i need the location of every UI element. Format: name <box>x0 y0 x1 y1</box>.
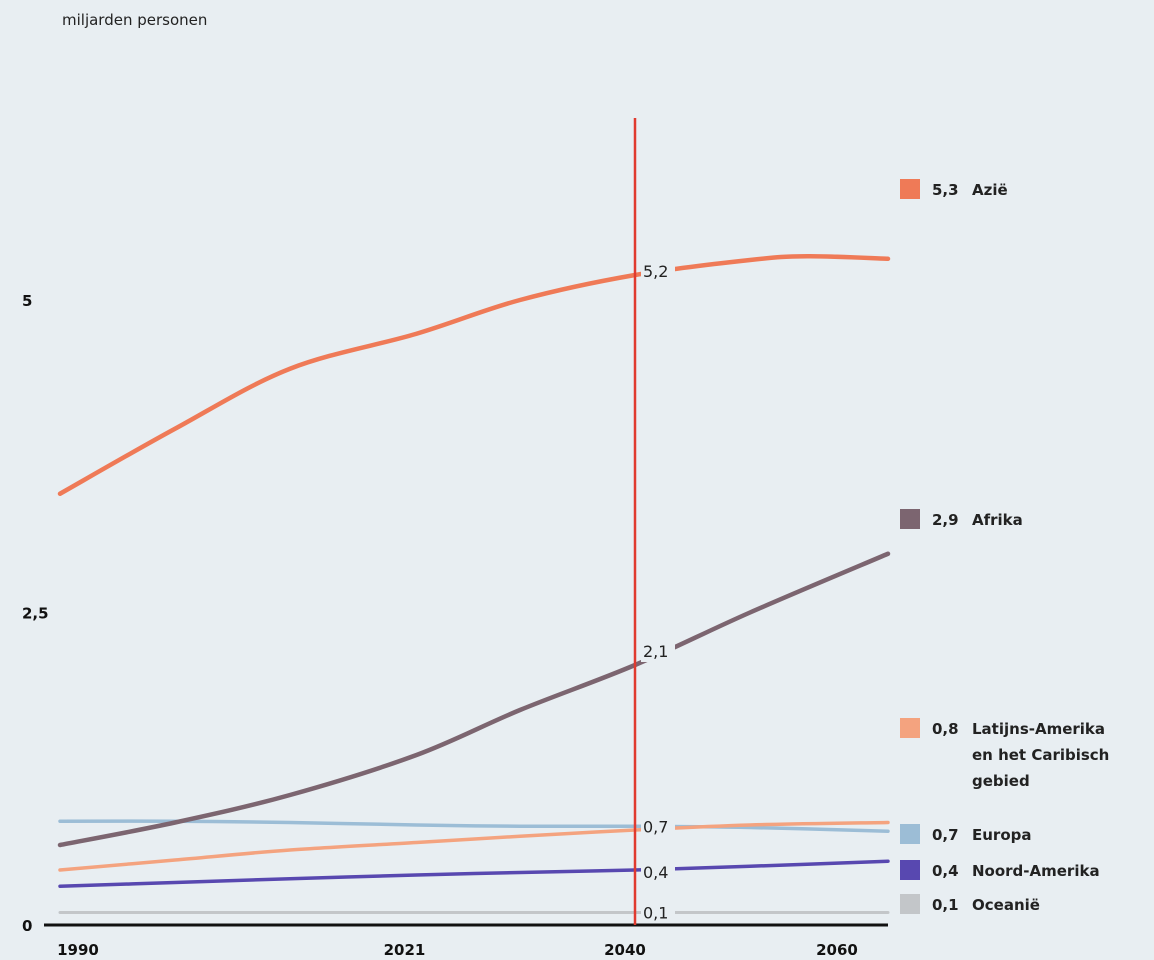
x-tick-label: 2040 <box>604 941 646 959</box>
series-line <box>57 253 891 496</box>
legend-label: en het Caribisch <box>972 746 1109 764</box>
legend-value: 0,7 <box>932 826 959 844</box>
marker-label-bg <box>641 861 675 883</box>
legend-label: Afrika <box>972 511 1023 529</box>
series-line <box>58 859 890 888</box>
marker-label-bg <box>641 640 675 662</box>
legend-swatch <box>900 894 920 914</box>
marker-value-labels: 5,2 2,1 0,7 0,4 0,1 <box>641 260 675 924</box>
y-tick-label: 0 <box>22 917 32 935</box>
marker-value-label: 0,4 <box>643 863 668 882</box>
y-axis-ticks: 02,55 <box>22 292 49 935</box>
legend-value: 2,9 <box>932 511 959 529</box>
legend-label: gebied <box>972 772 1030 790</box>
legend-swatch <box>900 824 920 844</box>
x-tick-label: 2060 <box>816 941 858 959</box>
legend-swatch <box>900 509 920 529</box>
marker-value-label: 2,1 <box>643 642 668 661</box>
legend-value: 0,8 <box>932 720 959 738</box>
marker-value-label: 5,2 <box>643 262 668 281</box>
legend-label: Noord-Amerika <box>972 862 1100 880</box>
series-line <box>58 820 890 872</box>
series-lines <box>57 253 891 915</box>
x-axis: 1990 2021 2040 2060 <box>44 923 888 959</box>
legend-label: Oceanië <box>972 896 1040 914</box>
legend-swatch <box>900 718 920 738</box>
x-tick-label: 2021 <box>384 941 426 959</box>
marker-value-label: 0,7 <box>643 817 668 836</box>
marker-value-label: 0,1 <box>643 904 668 923</box>
legend-value: 0,1 <box>932 896 959 914</box>
x-tick-label: 1990 <box>57 941 99 959</box>
legend-label: Azië <box>972 181 1008 199</box>
legend: 5,3 Azië 2,9 Afrika 0,8 Latijns-Amerika en het… <box>900 179 1109 914</box>
legend-label: Europa <box>972 826 1032 844</box>
series-line <box>57 551 891 848</box>
legend-swatch <box>900 860 920 880</box>
marker-label-bg <box>641 901 675 924</box>
legend-value: 0,4 <box>932 862 959 880</box>
y-tick-label: 5 <box>22 292 32 310</box>
legend-swatch <box>900 179 920 199</box>
legend-value: 5,3 <box>932 181 959 199</box>
marker-label-bg <box>641 815 675 838</box>
y-unit-label: miljarden personen <box>62 11 207 29</box>
y-tick-label: 2,5 <box>22 605 49 623</box>
marker-label-bg <box>641 260 675 282</box>
legend-label: Latijns-Amerika <box>972 720 1105 738</box>
